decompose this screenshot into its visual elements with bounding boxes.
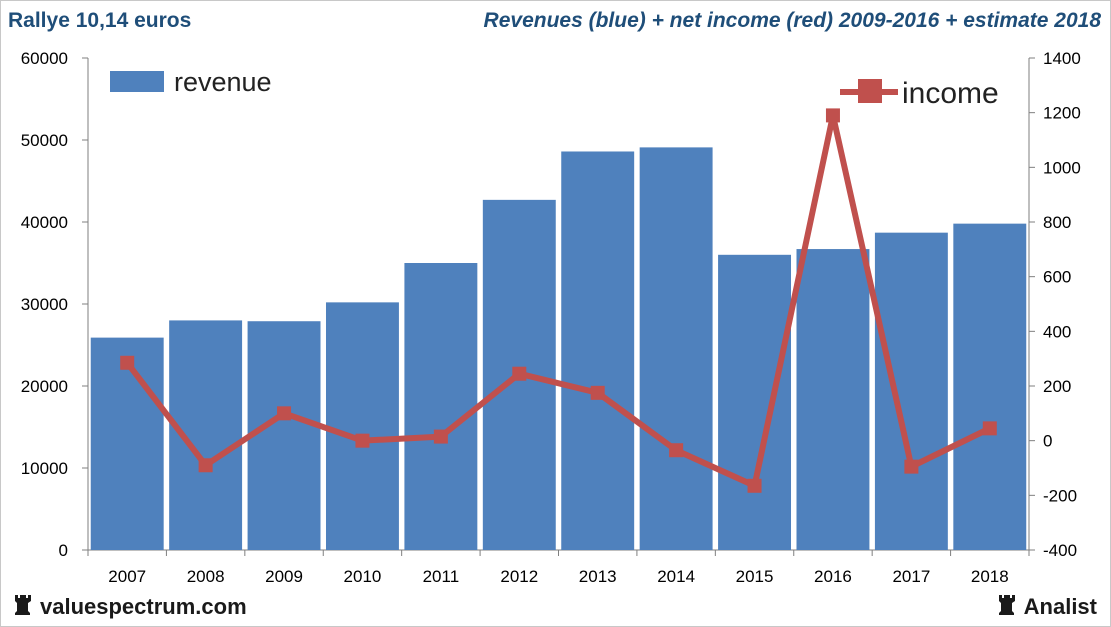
footer-brand-left: valuespectrum.com bbox=[12, 594, 247, 620]
income-line-layer bbox=[120, 108, 997, 493]
chart-svg: 0 10000 20000 30000 40000 50000 60000 -400 -200 0… bbox=[21, 49, 1081, 586]
x-tick-label: 2013 bbox=[579, 567, 617, 586]
y-left-tick-label: 20000 bbox=[21, 377, 68, 396]
income-line bbox=[124, 112, 992, 489]
y-left-tick-label: 50000 bbox=[21, 131, 68, 150]
revenue-bar bbox=[953, 223, 1027, 550]
x-tick-label: 2012 bbox=[500, 567, 538, 586]
chart-area: 0 10000 20000 30000 40000 50000 60000 -400 -200 0… bbox=[0, 40, 1111, 590]
chess-rook-icon bbox=[15, 595, 31, 615]
footer-brand-right-text: Analist bbox=[1023, 594, 1097, 619]
income-point bbox=[120, 355, 135, 370]
income-point bbox=[355, 433, 370, 448]
tick-labels-layer: 0 10000 20000 30000 40000 50000 60000 -400 -200 0… bbox=[21, 49, 1081, 586]
income-point bbox=[904, 459, 919, 474]
y-right-tick-label: -400 bbox=[1043, 541, 1077, 560]
axes-layer bbox=[82, 57, 1035, 556]
y-right-tick-label: 1200 bbox=[1043, 104, 1081, 123]
y-right-tick-label: 200 bbox=[1043, 377, 1071, 396]
revenue-bar bbox=[874, 232, 948, 550]
legend-revenue-swatch bbox=[110, 71, 164, 92]
footer-brand-left-text: valuespectrum.com bbox=[40, 594, 247, 619]
revenue-bar bbox=[639, 147, 713, 550]
y-right-tick-label: 0 bbox=[1043, 432, 1052, 451]
y-left-tick-label: 40000 bbox=[21, 213, 68, 232]
x-tick-label: 2009 bbox=[265, 567, 303, 586]
revenue-bar bbox=[90, 337, 164, 550]
chess-rook-icon bbox=[998, 595, 1015, 615]
legend-layer: revenue income bbox=[110, 67, 999, 110]
y-right-tick-label: 800 bbox=[1043, 213, 1071, 232]
y-left-tick-label: 0 bbox=[59, 541, 68, 560]
x-tick-label: 2007 bbox=[108, 567, 146, 586]
income-point bbox=[747, 478, 762, 493]
x-tick-label: 2011 bbox=[423, 567, 460, 586]
legend-income-marker bbox=[858, 79, 882, 103]
x-tick-label: 2018 bbox=[971, 567, 1009, 586]
income-point bbox=[669, 443, 684, 458]
revenue-bar bbox=[325, 302, 399, 550]
x-tick-label: 2017 bbox=[892, 567, 930, 586]
revenue-bar bbox=[718, 254, 792, 551]
x-tick-label: 2010 bbox=[344, 567, 382, 586]
income-point bbox=[590, 385, 605, 400]
income-point bbox=[433, 429, 448, 444]
y-right-tick-label: -200 bbox=[1043, 486, 1077, 505]
income-point bbox=[512, 366, 527, 381]
revenue-bar bbox=[561, 151, 635, 551]
y-right-tick-label: 600 bbox=[1043, 268, 1071, 287]
income-point bbox=[825, 108, 840, 123]
legend-revenue-label: revenue bbox=[174, 67, 272, 97]
y-left-tick-label: 60000 bbox=[21, 49, 68, 68]
y-right-tick-label: 1000 bbox=[1043, 158, 1081, 177]
revenue-bar bbox=[796, 249, 870, 550]
revenue-bar bbox=[247, 321, 321, 550]
y-right-tick-label: 400 bbox=[1043, 322, 1071, 341]
y-left-tick-label: 10000 bbox=[21, 459, 68, 478]
x-tick-label: 2014 bbox=[657, 567, 695, 586]
x-tick-label: 2016 bbox=[814, 567, 852, 586]
chart-title: Revenues (blue) + net income (red) 2009-… bbox=[483, 9, 1101, 32]
legend-income-label: income bbox=[902, 77, 999, 110]
stock-title: Rallye 10,14 euros bbox=[8, 9, 192, 32]
footer-brand-right: Analist bbox=[996, 594, 1097, 620]
income-point bbox=[982, 421, 997, 436]
y-right-tick-label: 1400 bbox=[1043, 49, 1081, 68]
income-point bbox=[198, 458, 213, 473]
x-tick-label: 2015 bbox=[736, 567, 774, 586]
revenue-bar bbox=[404, 263, 478, 550]
x-tick-label: 2008 bbox=[187, 567, 225, 586]
y-left-tick-label: 30000 bbox=[21, 295, 68, 314]
income-point bbox=[277, 406, 292, 421]
